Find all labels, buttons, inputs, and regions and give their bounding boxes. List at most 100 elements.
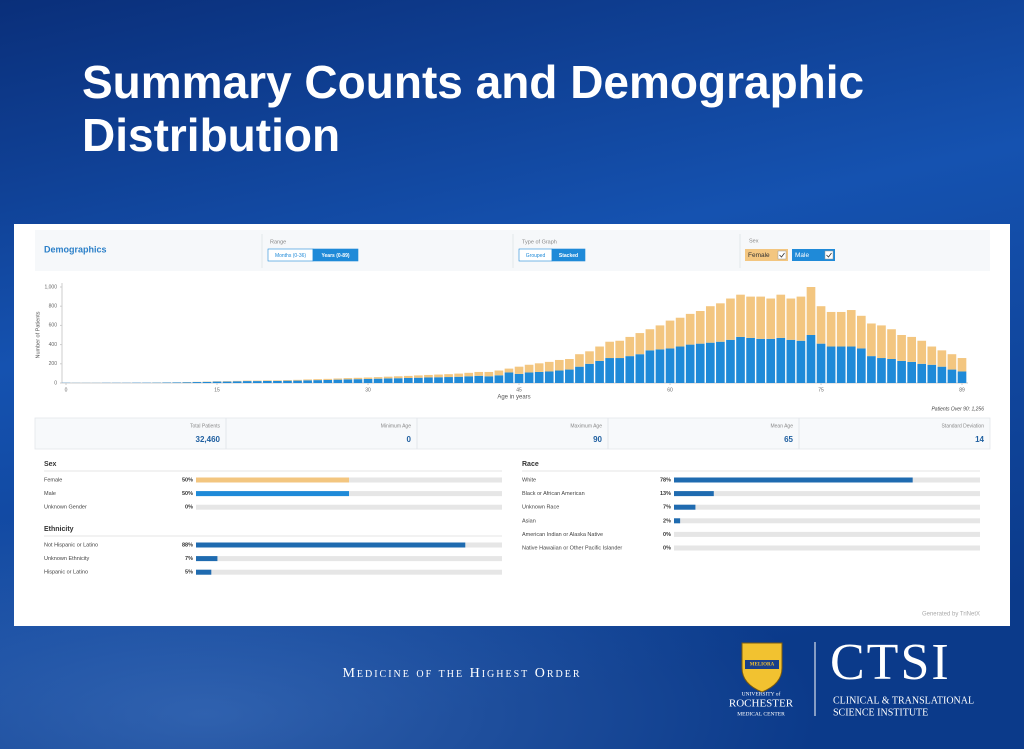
x-tick-label: 45 xyxy=(516,387,522,393)
category-label: Not Hispanic or Latino xyxy=(44,542,98,548)
bar-segment xyxy=(746,296,755,338)
toggle-button-label: Stacked xyxy=(559,253,578,259)
category-label: Native Hawaiian or Other Pacific Islande… xyxy=(522,545,622,551)
bar-segment xyxy=(333,379,343,383)
stat-value: 14 xyxy=(975,435,984,444)
bar-segment xyxy=(393,378,403,383)
bar-segment xyxy=(414,375,423,378)
bar-segment xyxy=(957,371,967,383)
percent-bar xyxy=(196,477,349,483)
bar-segment xyxy=(846,346,856,383)
value-label: 5% xyxy=(185,570,193,576)
toggle-button[interactable] xyxy=(312,248,359,262)
legend-checkbox[interactable] xyxy=(777,250,787,260)
bar-segment xyxy=(796,296,806,341)
bar-segment xyxy=(836,311,846,347)
toggle-button-label: Months (0-36) xyxy=(275,253,306,259)
bar-segment xyxy=(484,371,494,377)
institute-short: CTSI xyxy=(830,634,951,691)
stat-value: 32,460 xyxy=(196,435,221,444)
legend-chip[interactable] xyxy=(792,249,835,261)
bar-segment xyxy=(393,376,403,379)
category-label: Unknown Ethnicity xyxy=(44,556,89,562)
bar-segment xyxy=(937,366,947,383)
category-label: Black or African American xyxy=(522,491,585,497)
bar-segment xyxy=(534,363,544,372)
bar-segment xyxy=(263,380,272,381)
bar-segment xyxy=(635,333,645,355)
toggle-button[interactable] xyxy=(551,248,586,262)
bar-track xyxy=(674,531,980,537)
x-tick-label: 30 xyxy=(365,387,371,393)
bar-segment xyxy=(887,359,896,383)
bar-segment xyxy=(373,378,383,383)
bar-segment xyxy=(856,348,866,383)
y-tick-label: 800 xyxy=(49,304,58,310)
bar-segment xyxy=(846,310,856,347)
bar-track xyxy=(196,556,502,562)
bar-segment xyxy=(595,346,604,361)
panel-title: Demographics xyxy=(44,244,107,254)
stat-label: Maximum Age xyxy=(570,423,602,429)
bar-segment xyxy=(645,329,655,351)
bar-segment xyxy=(252,381,262,383)
x-tick-label: 89 xyxy=(959,387,965,393)
institute-name: SCIENCE INSTITUTE xyxy=(833,707,928,718)
bar-segment xyxy=(786,339,796,383)
bar-segment xyxy=(776,337,786,383)
bar-segment xyxy=(353,379,363,383)
bar-segment xyxy=(504,368,514,373)
stat-label: Mean Age xyxy=(770,423,793,429)
value-label: 0% xyxy=(185,505,193,511)
stat-label: Total Patients xyxy=(190,423,221,429)
bar-segment xyxy=(403,378,413,383)
bar-segment xyxy=(625,336,635,357)
bar-segment xyxy=(554,359,564,371)
chart-note: Patients Over 90: 1,256 xyxy=(931,406,984,412)
bar-segment xyxy=(283,380,292,381)
bar-segment xyxy=(685,344,695,383)
bar-segment xyxy=(635,354,645,383)
bar-segment xyxy=(675,317,685,347)
bar-segment xyxy=(575,354,584,367)
bar-segment xyxy=(343,378,353,380)
bar-segment xyxy=(383,378,393,383)
bar-segment xyxy=(212,381,222,383)
bar-segment xyxy=(434,374,443,378)
bar-segment xyxy=(444,377,453,383)
legend-label: Female xyxy=(748,252,770,259)
bar-segment xyxy=(273,380,282,381)
value-label: 50% xyxy=(182,477,193,483)
bar-segment xyxy=(323,378,333,380)
bar-segment xyxy=(605,358,614,383)
bar-segment xyxy=(907,361,916,383)
bar-segment xyxy=(303,379,312,381)
bar-segment xyxy=(403,375,413,379)
legend-checkbox[interactable] xyxy=(824,250,834,260)
bar-segment xyxy=(897,360,906,383)
bar-segment xyxy=(424,374,433,378)
section-title: Sex xyxy=(44,461,57,468)
bar-segment xyxy=(464,372,474,377)
value-label: 78% xyxy=(660,477,671,483)
bar-segment xyxy=(786,298,796,340)
bar-segment xyxy=(736,336,745,383)
bar-segment xyxy=(796,340,806,383)
bar-segment xyxy=(947,369,957,383)
toggle-button-label: Years (0-89) xyxy=(321,253,349,259)
bar-segment xyxy=(424,377,433,383)
bar-segment xyxy=(474,375,484,383)
bar-segment xyxy=(705,342,715,383)
bar-segment xyxy=(232,381,242,383)
bar-segment xyxy=(514,366,524,374)
bar-segment xyxy=(867,356,876,383)
bar-segment xyxy=(504,372,514,383)
toggle-button-label: Grouped xyxy=(526,253,546,259)
bar-segment xyxy=(826,346,836,383)
legend-chip[interactable] xyxy=(745,249,788,261)
x-tick-label: 0 xyxy=(65,387,68,393)
bar-segment xyxy=(514,373,524,383)
